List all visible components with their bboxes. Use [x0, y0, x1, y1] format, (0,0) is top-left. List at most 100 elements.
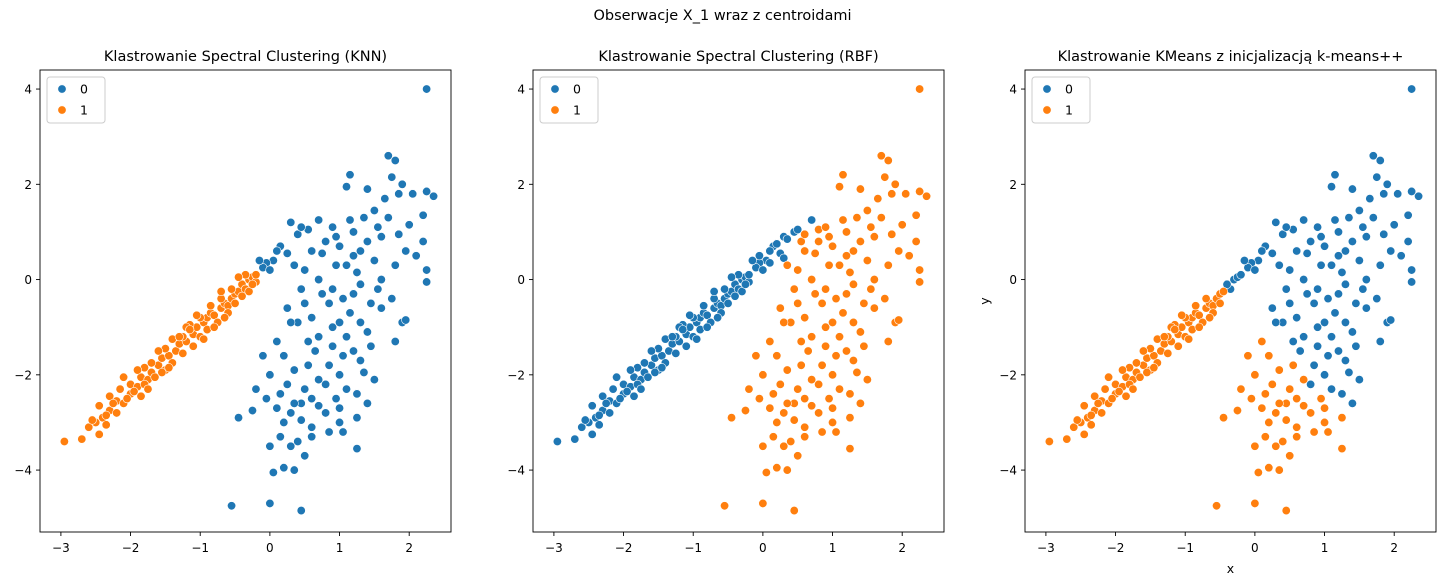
data-point: [636, 384, 646, 394]
data-point: [373, 284, 383, 294]
data-point: [129, 386, 139, 396]
data-point: [369, 375, 379, 385]
data-point: [1131, 358, 1141, 368]
data-point: [1361, 303, 1371, 313]
data-point: [835, 332, 845, 342]
data-point: [845, 413, 855, 423]
data-point: [411, 251, 421, 261]
data-point: [282, 379, 292, 389]
data-point: [890, 179, 900, 189]
data-point: [796, 336, 806, 346]
legend-label: 0: [1065, 82, 1073, 97]
data-point: [730, 291, 740, 301]
data-point: [671, 348, 681, 358]
data-point: [328, 341, 338, 351]
axes-frame: [1024, 69, 1437, 533]
data-point: [355, 279, 365, 289]
data-point: [1340, 279, 1350, 289]
subplot-title: Klastrowanie Spectral Clustering (KNN): [104, 49, 387, 65]
data-point: [835, 260, 845, 270]
data-point: [314, 375, 324, 385]
data-point: [887, 189, 897, 199]
data-point: [348, 227, 358, 237]
data-point: [101, 420, 111, 430]
data-point: [1375, 155, 1385, 165]
data-point: [1135, 372, 1145, 382]
data-point: [709, 286, 719, 296]
data-point: [376, 303, 386, 313]
data-point: [404, 220, 414, 230]
y-tick-label: −2: [507, 368, 525, 382]
data-point: [782, 465, 792, 475]
data-point: [247, 406, 257, 416]
data-point: [352, 267, 362, 277]
data-point: [394, 189, 404, 199]
data-point: [275, 389, 285, 399]
data-point: [915, 265, 925, 275]
data-point: [1142, 367, 1152, 377]
y-tick-label: 4: [1009, 83, 1017, 97]
data-point: [828, 403, 838, 413]
data-point: [342, 384, 352, 394]
data-point: [331, 394, 341, 404]
data-point: [1309, 298, 1319, 308]
subplot-3: Klastrowanie KMeans z inicjalizacją k-me…: [977, 49, 1437, 576]
data-point: [1414, 191, 1424, 201]
data-point: [1354, 256, 1364, 266]
data-point: [577, 422, 587, 432]
data-point: [1393, 189, 1403, 199]
x-tick-label: 0: [759, 541, 767, 555]
data-point: [1333, 251, 1343, 261]
data-point: [807, 332, 817, 342]
data-point: [1274, 260, 1284, 270]
y-tick-label: −4: [999, 464, 1017, 478]
data-point: [1306, 379, 1316, 389]
data-point: [1274, 365, 1284, 375]
data-point: [94, 429, 104, 439]
data-point: [1302, 289, 1312, 299]
data-point: [1347, 184, 1357, 194]
data-point: [422, 277, 432, 287]
data-point: [1320, 317, 1330, 327]
data-point: [1257, 403, 1267, 413]
data-point: [786, 437, 796, 447]
data-point: [397, 179, 407, 189]
legend-marker: [1042, 84, 1052, 94]
x-tick-label: −1: [1176, 541, 1194, 555]
data-point: [1302, 248, 1312, 258]
data-point: [646, 346, 656, 356]
data-point: [265, 265, 275, 275]
data-point: [838, 170, 848, 180]
data-point: [814, 379, 824, 389]
data-point: [94, 401, 104, 411]
data-point: [314, 332, 324, 342]
y-tick-label: 4: [24, 83, 32, 97]
data-point: [1292, 422, 1302, 432]
data-point: [387, 294, 397, 304]
data-point: [1379, 189, 1389, 199]
data-point: [831, 294, 841, 304]
data-point: [1253, 467, 1263, 477]
data-point: [328, 322, 338, 332]
data-point: [244, 286, 254, 296]
data-point: [268, 467, 278, 477]
data-point: [1299, 215, 1309, 225]
data-point: [587, 401, 597, 411]
data-point: [1407, 277, 1417, 287]
data-point: [1337, 389, 1347, 399]
data-point: [1191, 301, 1201, 311]
x-tick-label: 1: [1321, 541, 1329, 555]
legend-marker: [57, 84, 67, 94]
data-point: [855, 398, 865, 408]
data-point: [852, 367, 862, 377]
data-point: [338, 427, 348, 437]
data-point: [817, 360, 827, 370]
legend-box: [539, 76, 599, 124]
data-point: [831, 351, 841, 361]
data-point: [314, 275, 324, 285]
data-point: [1104, 372, 1114, 382]
data-point: [1337, 267, 1347, 277]
subplot-2: Klastrowanie Spectral Clustering (RBF) −3…: [507, 49, 945, 555]
data-point: [852, 213, 862, 223]
data-point: [376, 275, 386, 285]
